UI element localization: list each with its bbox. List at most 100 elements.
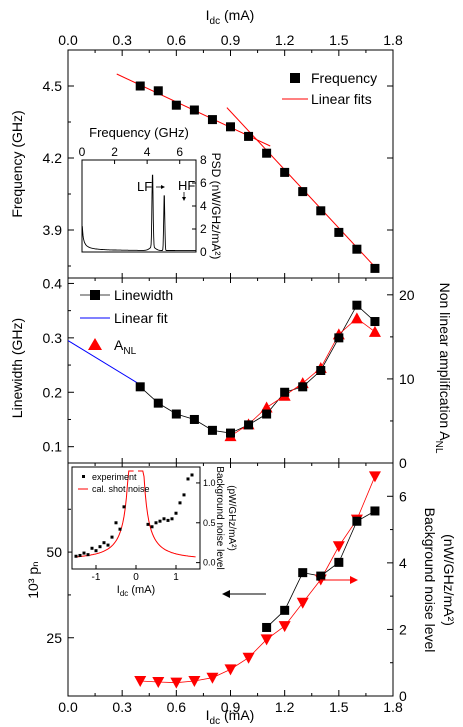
- noise-inset-data: [74, 470, 196, 558]
- noise-inset-xlabel: Idc (mA): [117, 584, 155, 598]
- top-y-axis: 3.9 4.2 4.5: [43, 78, 393, 267]
- frequency-point: [334, 227, 344, 237]
- middle-series: [135, 300, 381, 442]
- inset-legend-marker-experiment: [82, 475, 85, 478]
- middle-y-label: Linewidth (GHz): [9, 318, 25, 418]
- bottom-y2-tick-label: 0: [399, 688, 407, 704]
- bottom-y2-axis: 0 2 4 6: [387, 488, 407, 704]
- top-legend: Frequency Linear fits: [282, 70, 377, 107]
- bottom-y2-tick-label: 4: [399, 555, 407, 571]
- frequency-point: [316, 206, 326, 216]
- psd-inset-x-tick-label: 0: [79, 145, 86, 159]
- inset-experiment-point: [74, 554, 78, 558]
- noise-inset-y-tick-label: 1.0: [203, 478, 216, 488]
- pn-point: [298, 568, 308, 578]
- legend-marker-anl: [88, 338, 102, 350]
- noise-point: [134, 676, 147, 688]
- top-y-label: Frequency (GHz): [9, 110, 25, 217]
- middle-y2-tick-label: 10: [399, 371, 415, 387]
- middle-y-tick-label: 0.2: [43, 384, 63, 400]
- frequency-point: [352, 244, 362, 254]
- frequency-point: [370, 263, 380, 273]
- inset-experiment-point: [102, 541, 106, 545]
- shot-noise-curve: [138, 470, 196, 558]
- psd-inset-y-tick-label: 2: [200, 222, 207, 236]
- noise-point: [332, 541, 345, 553]
- noise-point: [278, 621, 291, 633]
- inset-experiment-point: [146, 522, 150, 526]
- bottom-x-tick-label: 0.3: [112, 699, 132, 715]
- anl-point: [368, 325, 381, 337]
- pn-point: [280, 605, 290, 615]
- middle-panel: 0.1 0.2 0.3 0.4 0 10 20 Linewidth (GHz) Non l…: [9, 275, 453, 471]
- linewidth-point: [226, 428, 235, 438]
- inset-experiment-point: [82, 551, 86, 555]
- right-axis-arrow-head: [350, 576, 358, 584]
- inset-experiment-point: [178, 501, 182, 505]
- frequency-point: [262, 148, 272, 158]
- bottom-x-tick-label: 0.6: [167, 699, 187, 715]
- psd-inset-xlabel: Frequency (GHz): [89, 125, 189, 140]
- inset-experiment-point: [90, 546, 94, 550]
- top-frequency-series: [135, 81, 380, 273]
- bottom-y-label: 10³ pₙ: [25, 561, 41, 599]
- bottom-y2-label-line2: (nW/GHz/mA²): [441, 534, 457, 626]
- noise-point: [152, 677, 165, 689]
- noise-point: [242, 652, 255, 664]
- middle-y2-tick-label: 20: [399, 287, 415, 303]
- psd-inset-x-tick-label: 4: [144, 145, 151, 159]
- bottom-y2-label-line1: Background noise level: [422, 508, 438, 653]
- bottom-axis-label: Idc (mA): [206, 707, 255, 727]
- psd-inset-y-tick-label: 4: [200, 199, 207, 213]
- bottom-x-axis: 0.0 0.3 0.6 0.9 1.2 1.5 1.8: [58, 50, 403, 715]
- pn-point: [262, 622, 272, 632]
- lf-peak-label: LF: [137, 179, 152, 194]
- legend-label-anl: ANL: [114, 337, 137, 357]
- noise-point: [170, 677, 183, 689]
- psd-inset-y-tick-label: 0: [200, 245, 207, 259]
- inset-experiment-point: [122, 505, 126, 509]
- psd-inset: 0 2 4 6 0 2 4 6 8 Frequency (GHz) PSD (nW/GHz/mA…: [79, 125, 223, 259]
- inset-experiment-point: [78, 553, 82, 557]
- noise-inset-ylabel-line2: (pW/GHz/mA²): [226, 485, 237, 551]
- top-y-tick-label: 3.9: [43, 222, 63, 238]
- frequency-point: [207, 115, 217, 125]
- psd-inset-y-tick-label: 6: [200, 176, 207, 190]
- middle-y-tick-label: 0.1: [43, 439, 63, 455]
- inset-experiment-point: [150, 525, 154, 529]
- inset-experiment-point: [166, 518, 170, 522]
- bottom-x-tick-label: 0.9: [221, 699, 241, 715]
- linewidth-point: [370, 317, 380, 327]
- middle-y-axis: 0.1 0.2 0.3 0.4: [43, 275, 74, 455]
- psd-inset-frame: [81, 159, 197, 253]
- hf-peak-label: HF: [178, 178, 195, 193]
- inset-legend-label-experiment: experiment: [92, 472, 137, 482]
- bottom-y-tick-label: 25: [46, 630, 62, 646]
- linewidth-point: [207, 425, 217, 435]
- noise-inset: -1 0 1 0.0 0.5 1.0 Idc (mA) Background noise …: [71, 466, 237, 598]
- psd-inset-axes: 0 2 4 6 0 2 4 6 8: [79, 145, 207, 259]
- inset-experiment-point: [162, 517, 166, 521]
- linewidth-point: [244, 420, 254, 430]
- psd-spectrum-line: [81, 174, 196, 252]
- noise-point: [206, 672, 219, 684]
- inset-experiment-point: [170, 517, 174, 521]
- top-axis-label: Idc (mA): [206, 7, 255, 27]
- linewidth-point: [334, 333, 344, 343]
- bottom-x-tick-label: 1.8: [383, 699, 403, 715]
- noise-inset-frame: [71, 466, 201, 570]
- bottom-x-tick-label: 0.0: [58, 699, 78, 715]
- noise-inset-x-tick-label: -1: [92, 572, 101, 583]
- middle-linear-fit: [67, 340, 141, 386]
- top-panel: 3.9 4.2 4.5 Frequency (GHz) Frequency Line…: [9, 70, 393, 273]
- noise-point: [224, 664, 237, 676]
- top-x-tick-label: 1.2: [275, 32, 295, 48]
- top-x-tick-label: 0.3: [112, 32, 132, 48]
- top-y-tick-label: 4.5: [43, 78, 63, 94]
- middle-y2-label: Non linear amplification ANL: [433, 283, 453, 454]
- legend-label-linewidth: Linewidth: [114, 287, 173, 303]
- legend-marker-frequency: [290, 73, 300, 83]
- noise-point: [368, 471, 381, 483]
- noise-inset-ylabel-line1: Background noise level: [214, 466, 225, 569]
